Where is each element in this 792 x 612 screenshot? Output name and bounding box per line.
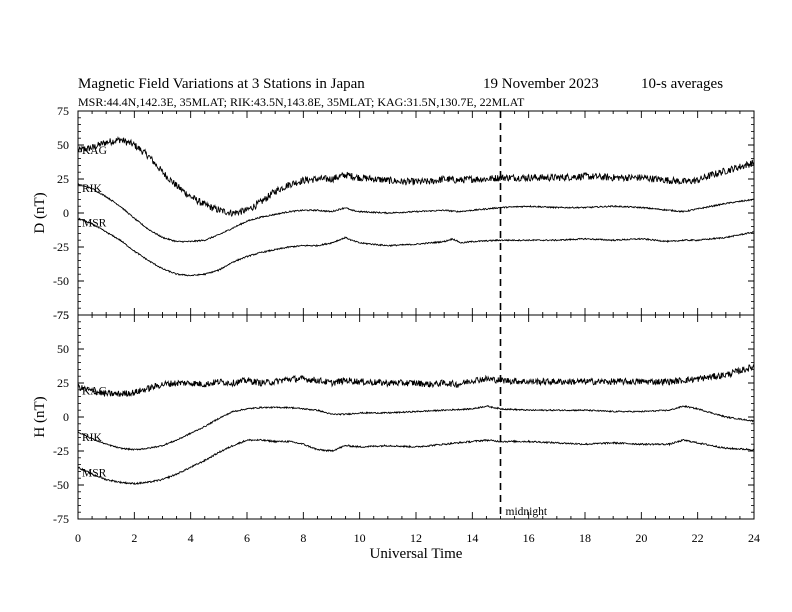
y-tick-label: 50 (57, 342, 69, 356)
trace-kag-panel-1 (77, 135, 755, 218)
axis-ticks (77, 110, 755, 520)
trace-rik-panel-1 (77, 183, 755, 243)
x-tick-label: 18 (579, 531, 591, 545)
trace-msr-panel-2 (77, 438, 755, 485)
y-tick-label: 75 (57, 104, 69, 118)
y-tick-label: 75 (57, 308, 69, 322)
x-tick-label: 2 (131, 531, 137, 545)
series-label-rik: RIK (82, 432, 103, 444)
averaging-label: 10-s averages (641, 76, 723, 92)
d-axis-title: D (nT) (32, 192, 48, 233)
chart-title: Magnetic Field Variations at 3 Stations … (78, 76, 365, 92)
midnight-label: midnight (506, 506, 548, 518)
series-label-kag: KAG (82, 145, 107, 157)
y-tick-label: 0 (63, 206, 69, 220)
y-tick-label: -50 (53, 478, 69, 492)
y-tick-label: 25 (57, 172, 69, 186)
x-tick-label: 16 (523, 531, 535, 545)
y-tick-label: -50 (53, 274, 69, 288)
x-tick-label: 0 (75, 531, 81, 545)
y-tick-label: 50 (57, 138, 69, 152)
axis-labels: 75 50 25 0 -25 -50 -75 KAG RIK MSR 75 50 25 0 -25 -50 -7… (53, 104, 760, 545)
x-axis-title: Universal Time (370, 546, 463, 562)
x-tick-label: 20 (635, 531, 647, 545)
x-tick-label: 10 (354, 531, 366, 545)
series-label-kag: KAG (82, 386, 107, 398)
chart-date: 19 November 2023 (483, 76, 599, 92)
x-tick-label: 22 (692, 531, 704, 545)
data-traces (77, 135, 755, 485)
y-tick-label: -25 (53, 240, 69, 254)
x-tick-label: 4 (188, 531, 194, 545)
series-label-msr: MSR (82, 467, 107, 479)
y-tick-label: -25 (53, 444, 69, 458)
x-tick-label: 8 (300, 531, 306, 545)
y-tick-label: 0 (63, 410, 69, 424)
trace-msr-panel-1 (77, 217, 755, 277)
x-tick-label: 14 (466, 531, 478, 545)
station-info: MSR:44.4N,142.3E, 35MLAT; RIK:43.5N,143.… (78, 95, 525, 109)
y-tick-label: 25 (57, 376, 69, 390)
x-tick-label: 6 (244, 531, 250, 545)
trace-rik-panel-2 (77, 404, 755, 452)
h-axis-title: H (nT) (32, 396, 48, 437)
x-tick-label: 24 (748, 531, 760, 545)
y-tick-label: -75 (53, 308, 69, 322)
x-tick-label: 12 (410, 531, 422, 545)
trace-kag-panel-2 (77, 363, 755, 398)
y-tick-label: -75 (53, 512, 69, 526)
series-label-rik: RIK (82, 183, 103, 195)
series-label-msr: MSR (82, 218, 107, 230)
